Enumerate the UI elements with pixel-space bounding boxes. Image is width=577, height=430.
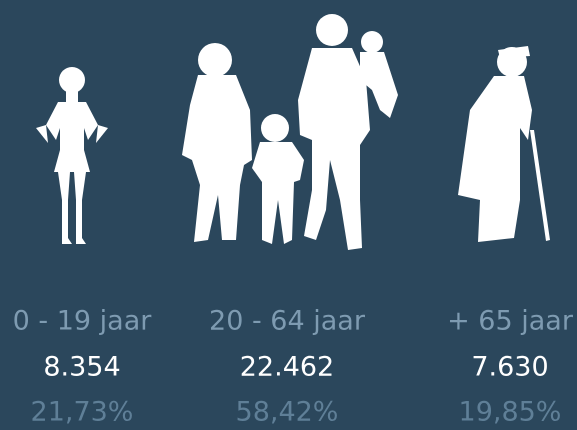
percent: 19,85% (459, 397, 562, 428)
columns: 0 - 19 jaar 8.354 21,73% 20 - 64 jaar 22.462… (13, 306, 574, 428)
child-silhouette (36, 67, 108, 244)
age-label: + 65 jaar (447, 306, 574, 337)
count: 22.462 (240, 352, 334, 383)
count: 7.630 (471, 352, 548, 383)
family-silhouette (182, 14, 398, 250)
percent: 21,73% (31, 397, 134, 428)
count: 8.354 (43, 352, 120, 383)
percent: 58,42% (236, 397, 339, 428)
age-label: 0 - 19 jaar (13, 306, 153, 337)
age-label: 20 - 64 jaar (209, 306, 366, 337)
elderly-silhouette (458, 46, 550, 242)
